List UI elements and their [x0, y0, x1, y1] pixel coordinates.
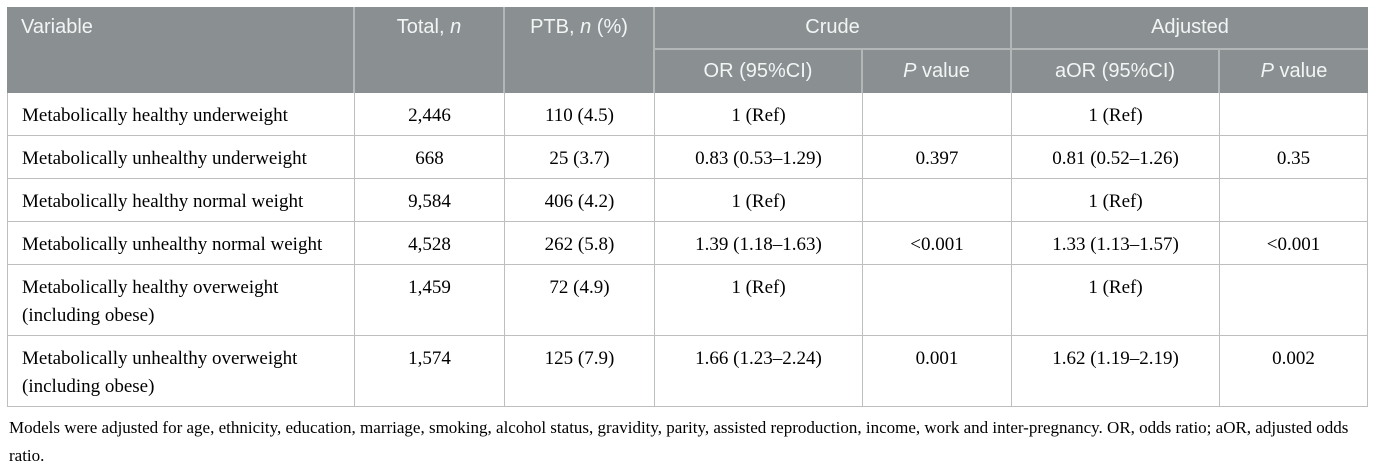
crude-or-label: OR (95%CI): [703, 60, 813, 82]
col-header-adjusted-aor: aOR (95%CI): [1012, 50, 1221, 93]
col-header-variable-label: Variable: [21, 16, 93, 38]
total-label-prefix: Total,: [396, 16, 451, 38]
cell-ptb: 72 (4.9): [505, 265, 655, 336]
header-row-groups: Variable Total, n PTB, n (%) Crude Adjus…: [7, 7, 1369, 93]
col-group-adjusted: Adjusted: [1012, 7, 1369, 50]
cell-crude-or: 1 (Ref): [655, 265, 863, 336]
cell-ptb: 25 (3.7): [505, 136, 655, 179]
cell-variable: Metabolically unhealthy normal weight: [7, 222, 355, 265]
adjusted-group-label: Adjusted: [1151, 16, 1229, 38]
cell-total: 4,528: [355, 222, 505, 265]
adjusted-aor-label: aOR (95%CI): [1055, 60, 1176, 82]
cell-crude-pvalue: [863, 179, 1013, 222]
cell-total: 1,459: [355, 265, 505, 336]
table-row: Metabolically unhealthy underweight 668 …: [7, 136, 1369, 179]
cell-adjusted-pvalue: 0.35: [1220, 136, 1369, 179]
cell-crude-pvalue: <0.001: [863, 222, 1013, 265]
table-row: Metabolically healthy overweight (includ…: [7, 265, 1369, 336]
col-group-crude: Crude: [655, 7, 1013, 50]
cell-crude-or: 1.66 (1.23–2.24): [655, 336, 863, 407]
cell-variable: Metabolically unhealthy overweight (incl…: [7, 336, 355, 407]
crude-pvalue-suffix: value: [916, 60, 970, 82]
table-footnote: Models were adjusted for age, ethnicity,…: [9, 418, 1349, 465]
cell-adjusted-pvalue: <0.001: [1220, 222, 1369, 265]
results-table: Variable Total, n PTB, n (%) Crude Adjus…: [7, 7, 1369, 407]
cell-adjusted-pvalue: [1220, 93, 1369, 136]
cell-crude-or: 0.83 (0.53–1.29): [655, 136, 863, 179]
page: Variable Total, n PTB, n (%) Crude Adjus…: [7, 7, 1369, 465]
cell-crude-or: 1 (Ref): [655, 93, 863, 136]
cell-crude-pvalue: 0.001: [863, 336, 1013, 407]
cell-crude-or: 1 (Ref): [655, 179, 863, 222]
adjusted-pvalue-suffix: value: [1274, 60, 1328, 82]
col-header-total: Total, n: [355, 7, 505, 93]
cell-variable: Metabolically unhealthy underweight: [7, 136, 355, 179]
ptb-label-n: n: [580, 16, 592, 38]
col-header-variable: Variable: [7, 7, 355, 93]
table-header: Variable Total, n PTB, n (%) Crude Adjus…: [7, 7, 1369, 93]
header-row-subcolumns: OR (95%CI) P value aOR (95%CI) P value: [7, 50, 1369, 93]
ptb-label-prefix: PTB,: [530, 16, 581, 38]
cell-total: 9,584: [355, 179, 505, 222]
cell-variable: Metabolically healthy underweight: [7, 93, 355, 136]
crude-pvalue-p: P: [903, 60, 917, 82]
table-body: Metabolically healthy underweight 2,446 …: [7, 93, 1369, 407]
cell-ptb: 262 (5.8): [505, 222, 655, 265]
cell-ptb: 110 (4.5): [505, 93, 655, 136]
cell-adjusted-pvalue: [1220, 179, 1369, 222]
cell-total: 1,574: [355, 336, 505, 407]
cell-variable: Metabolically healthy overweight (includ…: [7, 265, 355, 336]
cell-adjusted-pvalue: 0.002: [1220, 336, 1369, 407]
cell-ptb: 125 (7.9): [505, 336, 655, 407]
cell-crude-pvalue: 0.397: [863, 136, 1013, 179]
table-row: Metabolically unhealthy normal weight 4,…: [7, 222, 1369, 265]
cell-adjusted-aor: 1 (Ref): [1012, 265, 1221, 336]
table-row: Metabolically healthy normal weight 9,58…: [7, 179, 1369, 222]
adjusted-pvalue-p: P: [1260, 60, 1274, 82]
cell-ptb: 406 (4.2): [505, 179, 655, 222]
col-header-crude-pvalue: P value: [863, 50, 1013, 93]
cell-adjusted-aor: 1.62 (1.19–2.19): [1012, 336, 1221, 407]
cell-variable: Metabolically healthy normal weight: [7, 179, 355, 222]
cell-adjusted-pvalue: [1220, 265, 1369, 336]
cell-adjusted-aor: 0.81 (0.52–1.26): [1012, 136, 1221, 179]
cell-adjusted-aor: 1 (Ref): [1012, 179, 1221, 222]
cell-adjusted-aor: 1.33 (1.13–1.57): [1012, 222, 1221, 265]
col-header-ptb: PTB, n (%): [505, 7, 655, 93]
col-header-crude-or: OR (95%CI): [655, 50, 863, 93]
cell-total: 2,446: [355, 93, 505, 136]
cell-total: 668: [355, 136, 505, 179]
cell-crude-pvalue: [863, 93, 1013, 136]
cell-crude-or: 1.39 (1.18–1.63): [655, 222, 863, 265]
cell-adjusted-aor: 1 (Ref): [1012, 93, 1221, 136]
table-row: Metabolically unhealthy overweight (incl…: [7, 336, 1369, 407]
total-label-n: n: [450, 16, 462, 38]
table-row: Metabolically healthy underweight 2,446 …: [7, 93, 1369, 136]
crude-group-label: Crude: [805, 16, 860, 38]
col-header-adjusted-pvalue: P value: [1220, 50, 1369, 93]
cell-crude-pvalue: [863, 265, 1013, 336]
ptb-label-suffix: (%): [591, 16, 628, 38]
